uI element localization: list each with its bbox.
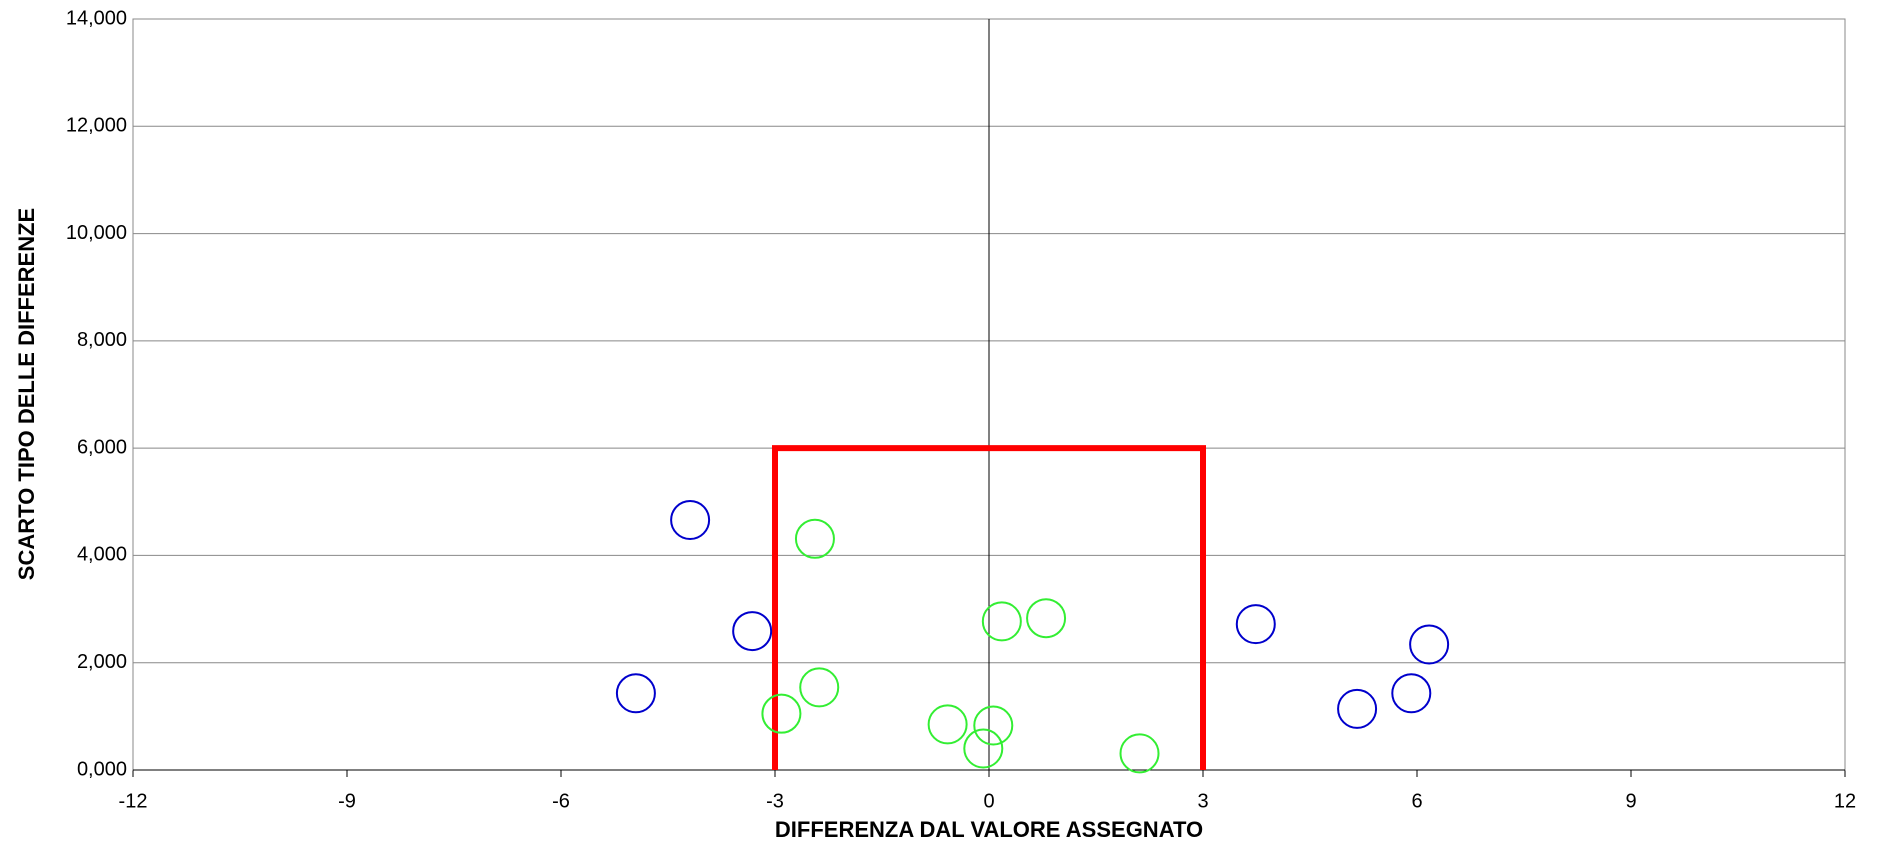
point xyxy=(981,601,1022,642)
point xyxy=(1337,688,1378,729)
point xyxy=(761,693,802,734)
y-tick-label: 8,000 xyxy=(77,329,127,351)
y-tick-label: 12,000 xyxy=(66,115,127,137)
point xyxy=(973,705,1014,746)
point xyxy=(1026,598,1067,639)
point xyxy=(1235,604,1276,645)
point xyxy=(670,500,711,541)
point xyxy=(615,673,656,714)
point xyxy=(963,728,1004,769)
x-tick-label: 0 xyxy=(983,790,994,812)
x-tick-label: -9 xyxy=(338,790,356,812)
point xyxy=(799,667,840,708)
reference-box xyxy=(772,445,1206,770)
point xyxy=(1391,673,1432,714)
x-tick-label: 12 xyxy=(1834,790,1856,812)
x-tick-label: -12 xyxy=(119,790,148,812)
y-tick-label: 6,000 xyxy=(77,436,127,458)
y-tick-label: 4,000 xyxy=(77,544,127,566)
y-tick-label: 2,000 xyxy=(77,651,127,673)
y-tick-label: 10,000 xyxy=(66,222,127,244)
x-tick-label: 9 xyxy=(1625,790,1636,812)
x-axis-title: DIFFERENZA DAL VALORE ASSEGNATO xyxy=(775,817,1203,842)
point xyxy=(1119,733,1160,774)
x-tick-label: 3 xyxy=(1197,790,1208,812)
y-tick-label: 14,000 xyxy=(66,7,127,29)
point xyxy=(732,611,773,652)
x-tick-label: -3 xyxy=(766,790,784,812)
point xyxy=(927,704,968,745)
x-tick-label: 6 xyxy=(1411,790,1422,812)
y-tick-label: 0,000 xyxy=(77,758,127,780)
y-axis-title: SCARTO TIPO DELLE DIFFERENZE xyxy=(14,208,39,580)
point xyxy=(1409,624,1450,665)
point xyxy=(794,518,835,559)
x-tick-label: -6 xyxy=(552,790,570,812)
